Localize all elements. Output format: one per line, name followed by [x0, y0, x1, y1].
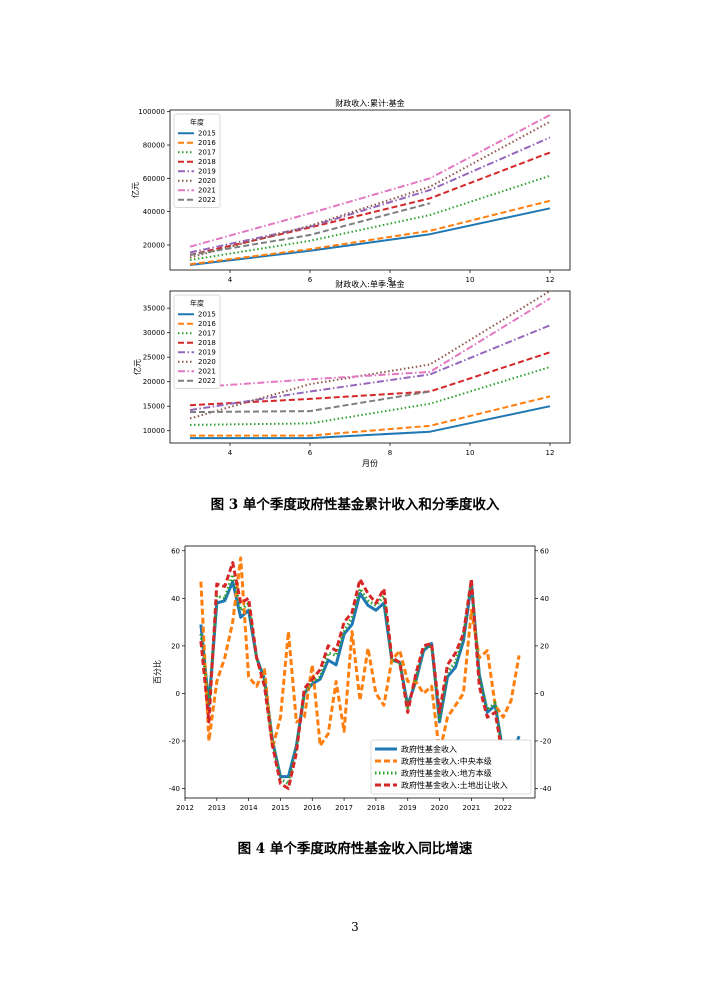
- series-line-5: [189, 324, 551, 412]
- y-tick-label: 20000: [143, 378, 165, 386]
- chart-title: 财政收入:累计:基金: [335, 98, 404, 108]
- y2-tick-label: 0: [540, 690, 544, 698]
- legend-label-3: 2017: [198, 149, 216, 157]
- x-tick-label: 2015: [272, 804, 290, 812]
- legend-label-1: 政府性基金收入: [401, 744, 457, 754]
- legend-label-1: 2015: [198, 311, 216, 319]
- x-tick-label: 6: [308, 276, 313, 284]
- legend-label-5: 2019: [198, 168, 216, 176]
- y-tick-label: 35000: [143, 305, 165, 313]
- legend-label-4: 2018: [198, 339, 216, 347]
- series-line-2: [189, 199, 551, 266]
- x-tick-label: 2012: [176, 804, 194, 812]
- y-tick-label: 60: [171, 547, 180, 555]
- x-tick-label: 2020: [431, 804, 449, 812]
- x-tick-label: 10: [466, 449, 475, 457]
- legend-label-4: 2018: [198, 158, 216, 166]
- x-tick-label: 4: [228, 449, 233, 457]
- legend-label-1: 2015: [198, 130, 216, 138]
- x-tick-label: 2022: [494, 804, 512, 812]
- series-line-8: [189, 202, 431, 256]
- y2-tick-label: 20: [540, 642, 549, 650]
- y-tick-label: 60000: [143, 175, 165, 183]
- legend-label-7: 2021: [198, 187, 216, 195]
- legend-label-7: 2021: [198, 368, 216, 376]
- legend-box: [173, 113, 221, 208]
- y-tick-label: 40000: [143, 208, 165, 216]
- plot-frame: [169, 290, 571, 444]
- y-tick-label: 25000: [143, 354, 165, 362]
- y-tick-label: 30000: [143, 329, 165, 337]
- series-line-5: [189, 136, 551, 254]
- legend-title: 年度: [190, 118, 204, 127]
- y-axis-label: 亿元: [130, 182, 140, 198]
- series-line-4: [199, 561, 521, 790]
- y-axis-label: 百分比: [152, 660, 162, 684]
- chart-title: 财政收入:单季:基金: [335, 279, 404, 289]
- legend-box: [370, 739, 532, 795]
- legend-label-4: 政府性基金收入:土地出让收入: [401, 780, 508, 790]
- quarterly-fund-revenue-chart: 财政收入:单季:基金 4 6 8 10 12 10000 15000 20000 25000 300…: [132, 279, 571, 468]
- y-tick-label: 10000: [143, 427, 165, 435]
- legend-label-5: 2019: [198, 349, 216, 357]
- legend-box: [173, 294, 221, 389]
- y2-tick-label: -20: [540, 737, 551, 745]
- y-tick-label: 0: [176, 690, 180, 698]
- x-tick-label: 6: [308, 449, 313, 457]
- legend-label-8: 2022: [198, 377, 216, 385]
- x-tick-label: 2021: [462, 804, 480, 812]
- x-tick-label: 2014: [240, 804, 258, 812]
- legend-label-6: 2020: [198, 177, 216, 185]
- series-line-4: [189, 351, 551, 407]
- y-tick-label: 20000: [143, 242, 165, 250]
- x-tick-label: 2018: [367, 804, 385, 812]
- series-line-6: [189, 291, 551, 420]
- x-tick-label: 12: [546, 449, 555, 457]
- y-tick-label: 15000: [143, 403, 165, 411]
- series-line-3: [189, 174, 551, 261]
- y2-tick-label: 40: [540, 595, 549, 603]
- series-line-7: [189, 297, 551, 389]
- x-tick-label: 4: [228, 276, 233, 284]
- series-line-4: [189, 151, 551, 256]
- x-tick-label: 2019: [399, 804, 417, 812]
- series-line-7: [189, 114, 551, 248]
- fund-revenue-yoy-growth-chart: 2012 2013 2014 2015 2016 2017 2018 2019 2020 2021…: [152, 545, 551, 812]
- legend-label-3: 2017: [198, 330, 216, 338]
- page-number: 3: [351, 920, 359, 934]
- legend-label-3: 政府性基金收入:地方本级: [401, 768, 492, 778]
- x-tick-label: 10: [466, 276, 475, 284]
- figure-4-caption: 图 4 单个季度政府性基金收入同比增速: [237, 841, 473, 857]
- series-line-1: [190, 405, 551, 440]
- series-line-2: [199, 556, 521, 755]
- legend-label-2: 2016: [198, 139, 216, 147]
- x-tick-label: 2017: [335, 804, 353, 812]
- y-tick-label: 100000: [138, 108, 165, 116]
- y-tick-label: 20: [171, 642, 180, 650]
- legend-title: 年度: [190, 299, 204, 308]
- x-tick-label: 2013: [208, 804, 226, 812]
- series-line-2: [190, 395, 551, 437]
- y-tick-label: -40: [169, 785, 180, 793]
- series-line-3: [189, 366, 551, 426]
- legend-label-2: 政府性基金收入:中央本级: [401, 756, 492, 766]
- y2-tick-label: -40: [540, 785, 551, 793]
- series-line-8: [189, 390, 431, 414]
- series-line-1: [189, 207, 551, 266]
- legend-label-2: 2016: [198, 320, 216, 328]
- x-tick-label: 2016: [303, 804, 321, 812]
- legend-label-8: 2022: [198, 196, 216, 204]
- y-axis-label: 亿元: [132, 359, 142, 375]
- x-tick-label: 12: [546, 276, 555, 284]
- y-tick-label: 40: [171, 595, 180, 603]
- figure-3-caption: 图 3 单个季度政府性基金累计收入和分季度收入: [210, 497, 500, 513]
- x-axis-label: 月份: [362, 458, 378, 468]
- x-tick-label: 8: [388, 276, 392, 284]
- y-tick-label: 80000: [143, 142, 165, 150]
- legend-label-6: 2020: [198, 358, 216, 366]
- y2-tick-label: 60: [540, 547, 549, 555]
- x-tick-label: 8: [388, 449, 392, 457]
- y-tick-label: -20: [169, 737, 180, 745]
- cumulative-fund-revenue-chart: 财政收入:累计:基金 4 6 8 10 12 20000 40000 60000 80000 100…: [130, 98, 571, 284]
